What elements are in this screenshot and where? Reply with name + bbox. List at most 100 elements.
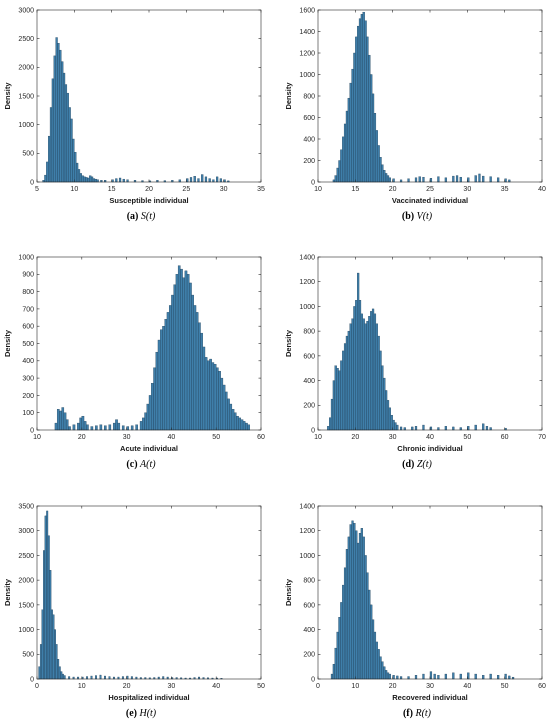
histogram-bar (240, 419, 244, 431)
histogram-bar (231, 409, 235, 431)
histogram-bar (51, 78, 54, 183)
histogram-bar (373, 313, 377, 431)
y-tick-label: 300 (22, 376, 34, 383)
histogram-bar (209, 358, 212, 431)
histogram-bar (482, 675, 485, 680)
y-tick-label: 1200 (299, 528, 315, 535)
histogram-bar (414, 177, 418, 183)
y-axis-label: Density (3, 578, 12, 606)
histogram-bar (338, 160, 341, 183)
histogram-bar (355, 300, 358, 431)
histogram-bar (99, 424, 103, 431)
histogram-bar (375, 641, 378, 680)
y-tick-label: 600 (303, 353, 315, 360)
x-tick-label: 40 (168, 434, 176, 441)
histogram-bar (63, 412, 67, 431)
histogram-bar (218, 371, 221, 431)
x-tick-label: 20 (78, 434, 86, 441)
y-tick-label: 200 (22, 393, 34, 400)
histogram-bar (373, 113, 377, 183)
histogram-bar (245, 422, 248, 431)
histogram-bar (46, 510, 49, 680)
histogram-bar (349, 82, 352, 183)
bars (332, 11, 511, 183)
histogram-bar (340, 602, 343, 680)
histogram-bar (130, 676, 133, 680)
histogram-bar (52, 614, 55, 680)
histogram-bar (375, 323, 378, 431)
histogram-bar (207, 360, 210, 431)
histogram-bar (342, 136, 345, 183)
histogram-bar (444, 673, 447, 680)
histogram-bar (349, 524, 352, 680)
histogram-bar (355, 530, 358, 680)
histogram-bar (155, 351, 159, 431)
histogram-bar (178, 179, 181, 183)
x-axis-label: Recovered individual (392, 693, 467, 702)
histogram-bar (329, 417, 332, 431)
histogram-bar (153, 367, 156, 431)
histogram-bar (422, 424, 425, 431)
y-tick-label: 2500 (18, 36, 34, 43)
x-tick-label: 30 (426, 683, 434, 690)
y-tick-label: 800 (303, 93, 315, 100)
histogram-bar (189, 177, 193, 183)
histogram-bar (360, 313, 363, 431)
histogram-bar (59, 410, 62, 431)
histogram-bar (399, 426, 403, 431)
histogram-bar (489, 427, 492, 431)
histogram-bar (437, 176, 440, 183)
caption-letter: (a) (127, 211, 141, 222)
histogram-bar (168, 305, 172, 431)
histogram-bar (151, 383, 154, 431)
y-tick-label: 1000 (18, 627, 34, 634)
histogram-bar (90, 675, 93, 680)
histogram-bar (478, 173, 481, 183)
y-tick-label: 1200 (299, 50, 315, 57)
histogram-bar (368, 589, 371, 680)
histogram-bar (358, 533, 362, 680)
histogram-bar (65, 419, 69, 431)
histogram-bar (375, 130, 378, 183)
histogram-bar (61, 673, 64, 680)
histogram-bar (489, 176, 492, 183)
panel-chronic: 10 20 30 40 50 60 70 0 200 400 600 800 1000 1200 1400 C… (284, 254, 546, 470)
histogram-bar (94, 178, 97, 183)
histogram-bar (189, 282, 192, 431)
histogram-bar (357, 25, 360, 183)
x-axis-label: Vaccinated individual (392, 196, 468, 205)
y-axis-label: Density (3, 329, 12, 357)
histogram-bar (126, 426, 130, 431)
caption-letter: (e) (126, 708, 140, 719)
histogram-bar (50, 609, 53, 680)
caption-math: Z(t) (417, 459, 433, 470)
y-tick-label: 800 (303, 578, 315, 585)
histogram-bar (61, 61, 64, 183)
histogram-bar (381, 365, 384, 431)
histogram-bar (236, 415, 239, 431)
x-tick-label: 0 (35, 683, 39, 690)
histogram-bar (95, 675, 97, 680)
histogram-bar (46, 161, 49, 183)
histogram-bar (202, 346, 206, 431)
histogram-bar (364, 555, 367, 680)
histogram-bar (59, 49, 62, 183)
histogram-bar (396, 424, 399, 431)
histogram-bar (164, 319, 168, 431)
histogram-bar (64, 84, 68, 183)
histogram-bar (219, 178, 222, 183)
x-tick-label: 40 (538, 186, 546, 193)
histogram-bar (57, 43, 60, 183)
histogram-bar (332, 179, 335, 183)
histogram-bar (72, 424, 76, 431)
histogram-bar (386, 400, 390, 431)
histogram-bar (55, 644, 58, 680)
histogram-bar (379, 656, 382, 680)
histogram-bar (371, 308, 375, 431)
histogram-bar (171, 294, 174, 431)
histogram-bar (349, 323, 352, 431)
panel-caption: (d) Z(t) (402, 459, 432, 470)
histogram-bar (130, 425, 134, 431)
histogram-bar (126, 179, 129, 183)
histogram-bar (148, 395, 152, 431)
